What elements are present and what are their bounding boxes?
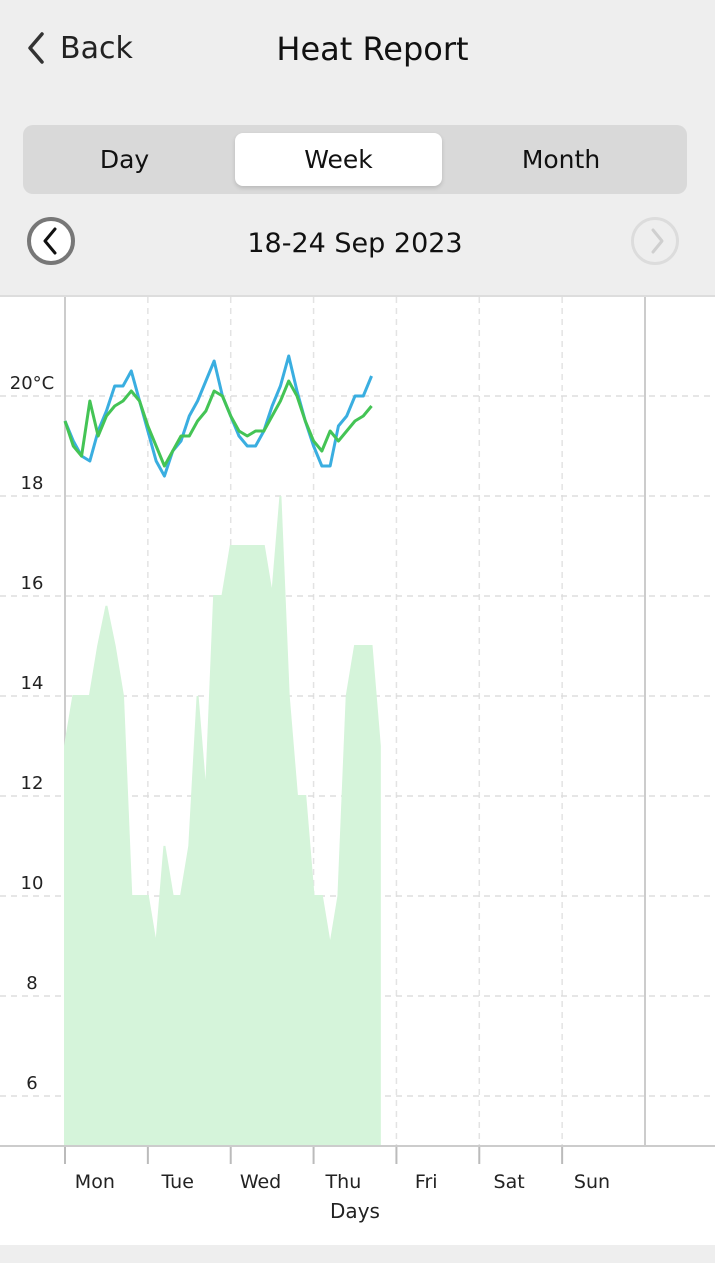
area xyxy=(64,495,381,1147)
x-tick-label: Mon xyxy=(75,1171,115,1193)
prev-icon xyxy=(43,227,57,255)
line xyxy=(63,354,373,478)
next-icon xyxy=(651,228,664,254)
tab[interactable]: Day xyxy=(99,145,150,174)
back-icon xyxy=(28,32,44,64)
x-tick-label: Thu xyxy=(325,1171,362,1193)
back-button[interactable]: Back xyxy=(22,28,133,68)
page-title: Heat Report xyxy=(276,30,469,68)
back-label: Back xyxy=(60,30,133,66)
y-tick-label: 6 xyxy=(26,1073,37,1094)
period-selector: Day Week Month xyxy=(23,125,687,194)
y-tick-label: 16 xyxy=(21,573,44,594)
line xyxy=(63,379,373,468)
tab[interactable]: Week xyxy=(235,133,442,186)
next-button[interactable] xyxy=(631,217,679,265)
date-range: 18-24 Sep 2023 xyxy=(247,228,463,259)
x-tick-label: Tue xyxy=(160,1171,193,1193)
x-tick-label: Fri xyxy=(415,1171,438,1193)
tab[interactable]: Month xyxy=(521,145,601,174)
prev-button[interactable] xyxy=(27,217,75,265)
y-tick-label: 20°C xyxy=(10,373,54,394)
y-tick-label: 8 xyxy=(26,973,37,994)
y-tick-label: 12 xyxy=(21,773,44,794)
y-tick-label: 18 xyxy=(21,473,44,494)
x-axis-label: Days xyxy=(330,1199,380,1223)
chart: 6 8 10 12 14 16 18 20°C Mon Tue Wed Thu Fri Sat Sun Day… xyxy=(0,297,715,1223)
y-tick-label: 14 xyxy=(21,673,44,694)
chart-panel: 6 8 10 12 14 16 18 20°C Mon Tue Wed Thu Fri Sat Sun Day… xyxy=(0,295,715,1245)
x-tick-label: Sat xyxy=(494,1171,525,1193)
x-tick-label: Wed xyxy=(240,1171,281,1193)
y-tick-label: 10 xyxy=(21,873,44,894)
x-tick-label: Sun xyxy=(574,1171,610,1193)
